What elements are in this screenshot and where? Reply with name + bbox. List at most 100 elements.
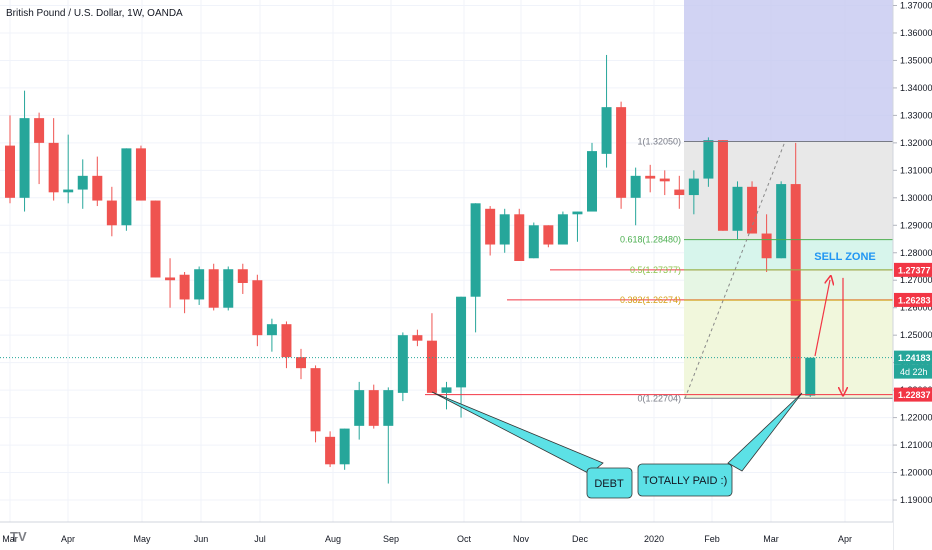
candle <box>805 357 816 396</box>
time-tick-label: Mar <box>763 534 779 544</box>
price-tag-label: 1.27377 <box>898 265 931 275</box>
time-tick-label: Jul <box>254 534 266 544</box>
price-axis[interactable]: 1.37000 1.36000 1.35000 1.34000 1.33000 1.320… <box>892 0 932 550</box>
fib-label: 0(1.22704) <box>637 393 681 403</box>
candle <box>601 107 612 154</box>
candle <box>470 203 481 297</box>
price-tick-label: 1.34000 <box>900 83 932 93</box>
price-tag-label: 1.26283 <box>898 295 931 305</box>
price-tick-label: 1.26000 <box>900 303 932 313</box>
time-tick-label: 2020 <box>644 534 664 544</box>
candle <box>194 269 205 300</box>
candle <box>339 428 350 465</box>
price-tick-label: 1.27000 <box>900 275 932 285</box>
candle <box>325 436 336 465</box>
price-tick-label: 1.21000 <box>900 440 932 450</box>
time-tick-label: Sep <box>383 534 399 544</box>
debt-label: DEBT <box>594 478 624 490</box>
candle <box>34 118 45 143</box>
price-tick-label: 1.30000 <box>900 193 932 203</box>
candle <box>441 387 452 393</box>
candle <box>237 269 248 283</box>
time-tick-label: Feb <box>704 534 720 544</box>
candle <box>630 175 641 198</box>
paid-label: TOTALLY PAID :) <box>643 475 728 487</box>
time-axis[interactable]: Mar Apr May Jun Jul Aug Sep Oct Nov Dec 2020 Feb Mar… <box>0 521 893 550</box>
debt-callout <box>586 467 633 499</box>
candle <box>761 233 772 259</box>
price-tick-label: 1.28000 <box>900 248 932 258</box>
candle <box>543 225 554 245</box>
fib-levels: 1(1.32050) 0.618(1.28480) 0.5(1.27377) 0.38… <box>620 136 893 403</box>
price-tick-label: 1.31000 <box>900 165 932 175</box>
candle <box>557 214 568 245</box>
candle <box>499 214 510 245</box>
time-tick-label: Dec <box>572 534 589 544</box>
chart-title: British Pound / U.S. Dollar, 1W, OANDA <box>6 8 183 19</box>
candle <box>135 148 146 201</box>
candle <box>426 340 437 393</box>
candle <box>354 390 365 426</box>
price-tag <box>894 387 932 402</box>
price-tick-label: 1.29000 <box>900 220 932 230</box>
fib-zone-618 <box>684 239 893 270</box>
candle <box>179 274 190 300</box>
fib-label: 1(1.32050) <box>637 136 681 146</box>
price-tick-label: 1.33000 <box>900 110 932 120</box>
time-tick-label: Apr <box>61 534 75 544</box>
candle <box>106 200 117 226</box>
time-tick-label: Mar <box>2 534 18 544</box>
candle <box>688 178 699 196</box>
candle <box>383 390 394 426</box>
candle <box>150 200 161 278</box>
time-tick-label: Apr <box>838 534 852 544</box>
candle <box>456 296 467 388</box>
candle <box>296 357 306 369</box>
candle <box>776 184 787 259</box>
fib-trend-line <box>684 141 786 399</box>
fib-label: 0.618(1.28480) <box>620 235 681 245</box>
candle <box>397 335 408 393</box>
time-axis-bg <box>0 522 893 550</box>
candle <box>717 140 728 231</box>
candle <box>645 175 656 179</box>
time-tick-label: Nov <box>513 534 530 544</box>
candle <box>528 225 539 259</box>
sell-zone-label: SELL ZONE <box>814 251 876 263</box>
price-tick-label: 1.25000 <box>900 330 932 340</box>
price-tick-label: 1.20000 <box>900 468 932 478</box>
candle <box>514 214 525 261</box>
candle <box>703 140 714 179</box>
candle <box>165 277 176 281</box>
candle <box>412 335 423 341</box>
countdown-label: 4d 22h <box>900 367 928 377</box>
candle <box>208 269 219 308</box>
candle <box>5 145 15 198</box>
candle <box>19 118 30 198</box>
candle <box>616 107 627 198</box>
candles <box>5 54 816 484</box>
paid-callout <box>637 463 733 497</box>
target-zone <box>684 0 893 142</box>
time-tick-label: Oct <box>457 534 472 544</box>
price-tick-label: 1.36000 <box>900 28 932 38</box>
candle <box>252 280 263 336</box>
candle <box>310 368 321 432</box>
time-tick-label: Aug <box>325 534 341 544</box>
price-tag <box>894 350 932 365</box>
price-tick-label: 1.19000 <box>900 495 932 505</box>
up-arrow <box>814 280 830 357</box>
time-tick-label: Jun <box>194 534 209 544</box>
fib-label: 0.5(1.27377) <box>630 265 681 275</box>
tv-logo: TV <box>10 529 27 544</box>
candle <box>77 175 88 190</box>
price-tag <box>894 262 932 277</box>
candle <box>485 208 496 245</box>
fib-zone-5 <box>684 269 893 301</box>
fib-zone-1 <box>684 141 893 240</box>
candle <box>92 175 103 201</box>
debt-callout-pointer <box>431 391 604 475</box>
fib-zone-382 <box>684 300 893 399</box>
candle <box>63 189 74 193</box>
